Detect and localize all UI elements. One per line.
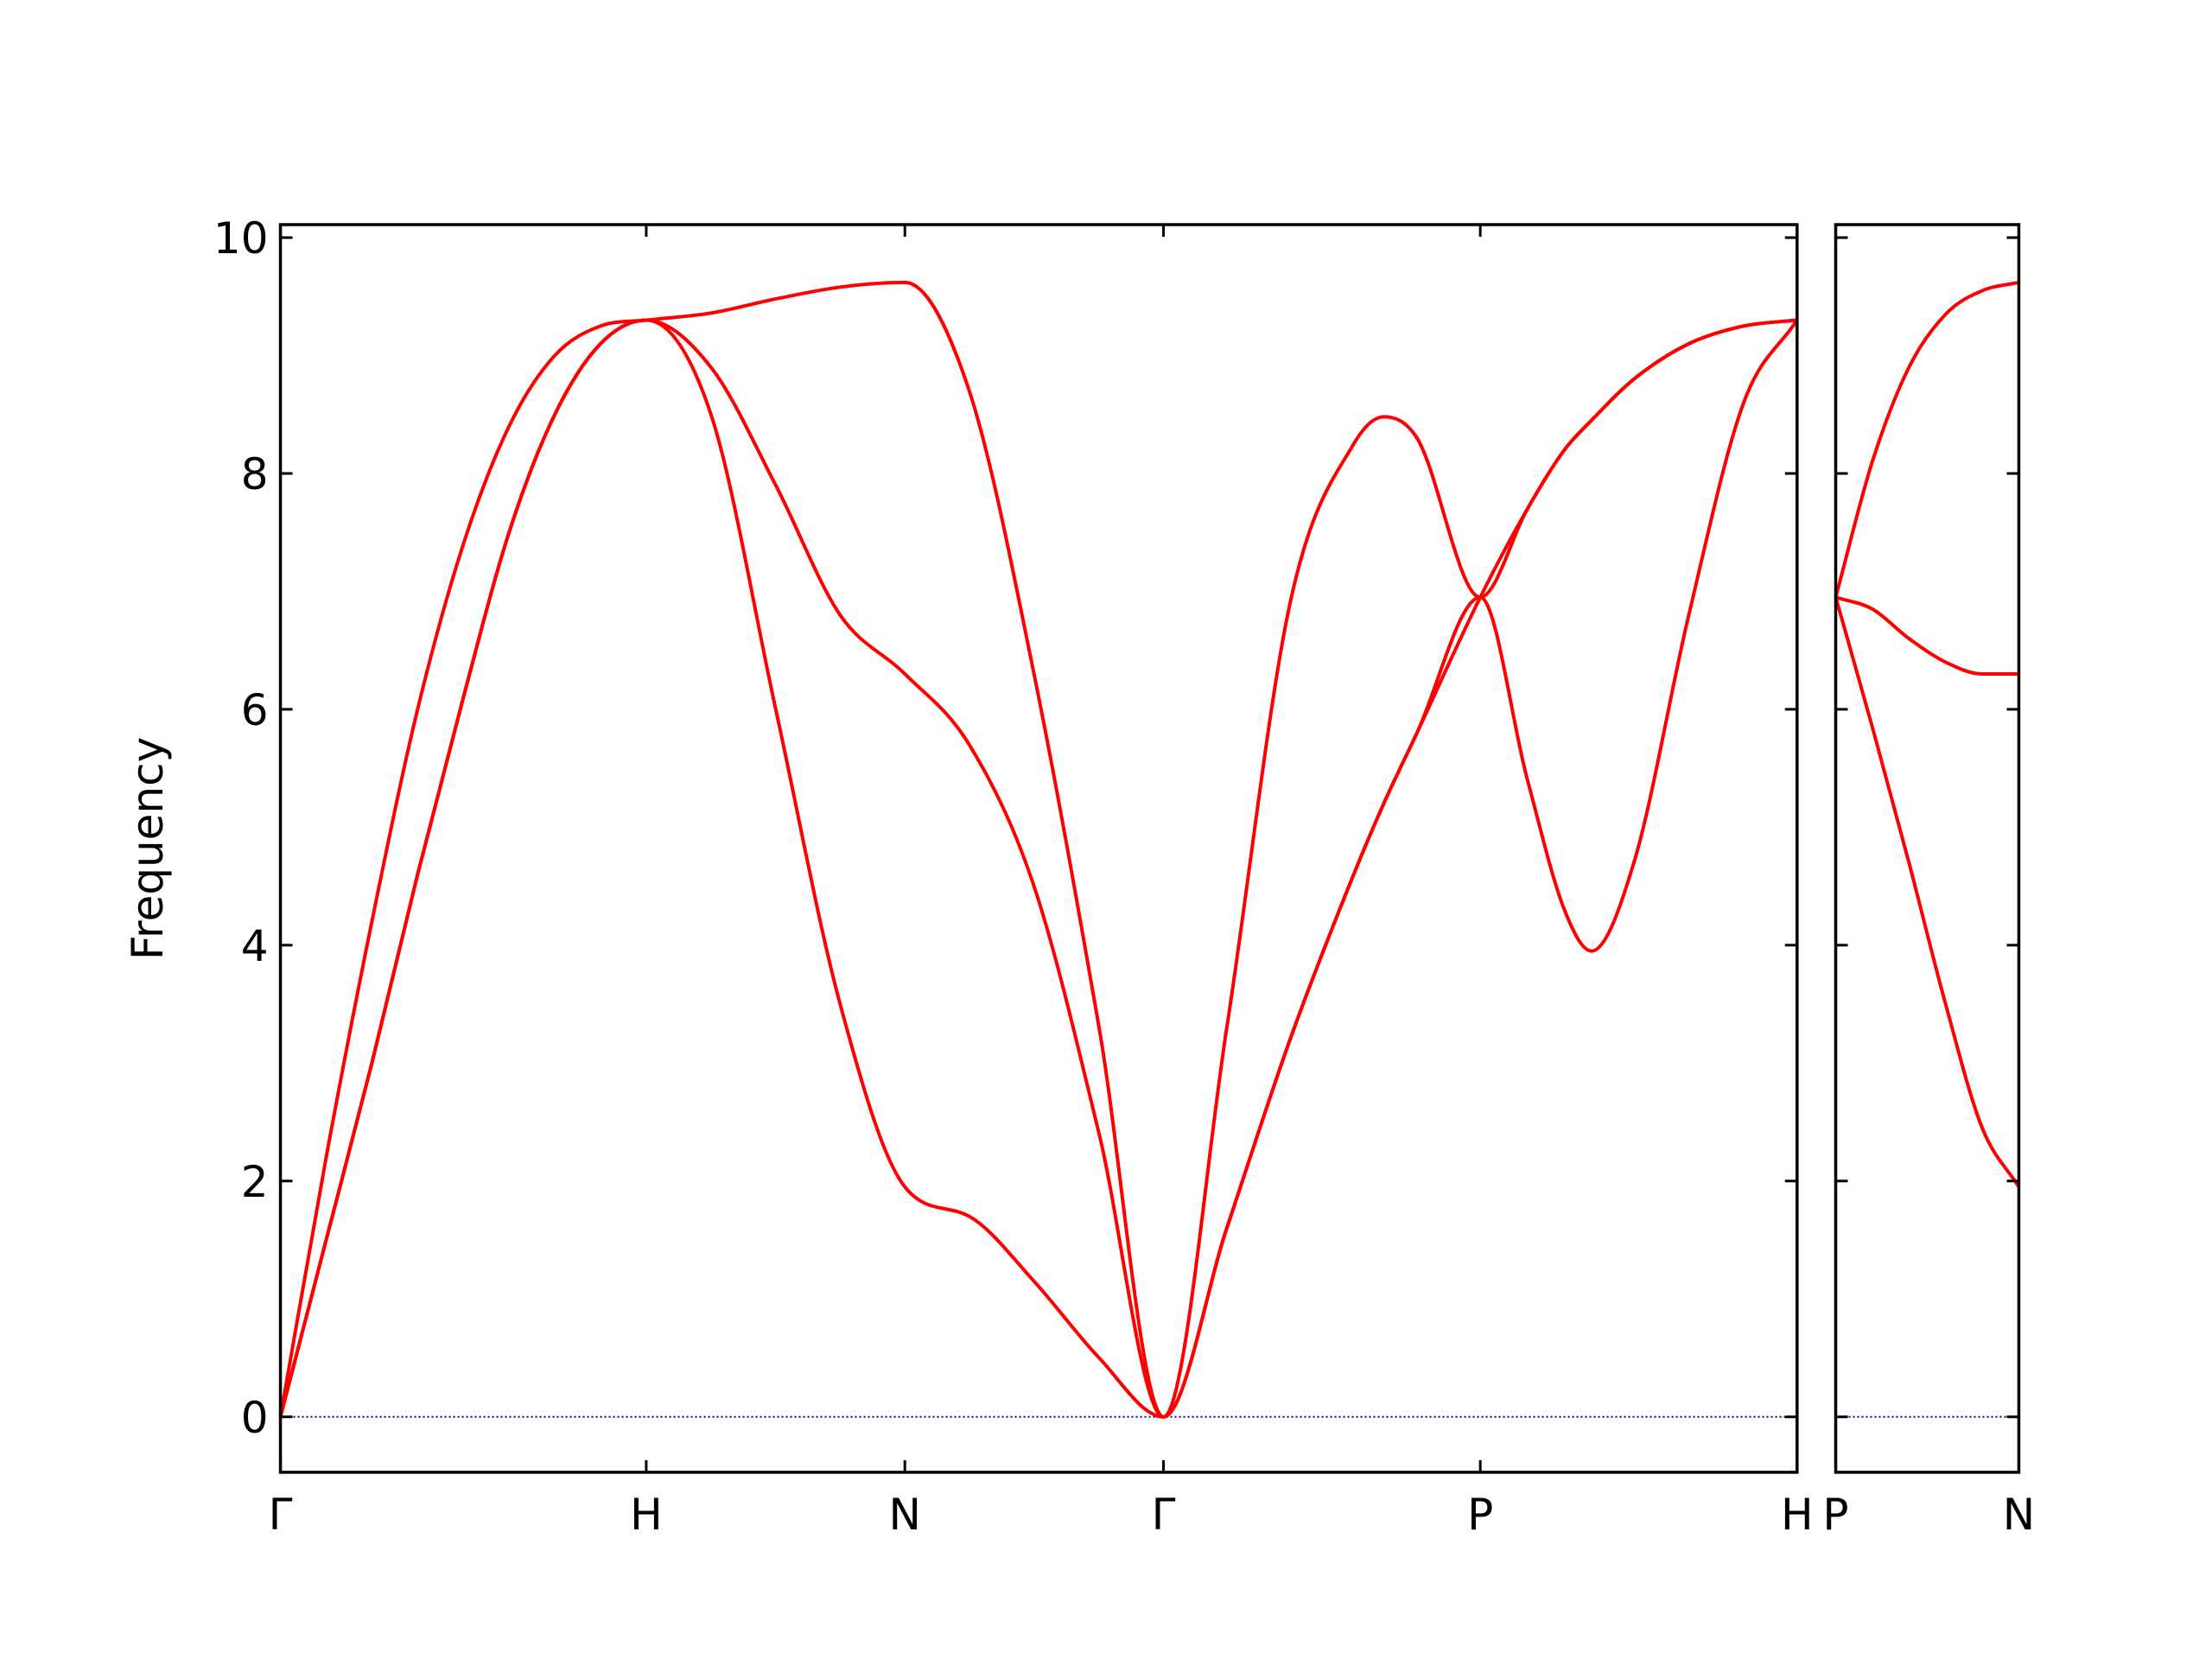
x-tick-label: N (889, 1490, 921, 1540)
x-tick-label: P (1822, 1490, 1848, 1540)
band-line (1834, 595, 2019, 676)
x-tick-label: Γ (1152, 1490, 1176, 1540)
band-line (1834, 596, 2021, 1188)
y-tick-label: 6 (241, 685, 269, 735)
x-tick-label: P (1467, 1490, 1493, 1540)
y-tick-label: 0 (241, 1393, 269, 1443)
y-tick-label: 4 (241, 921, 269, 971)
x-tick-label: H (630, 1490, 663, 1540)
x-tick-label: Γ (269, 1490, 293, 1540)
axes-frame (1834, 223, 2021, 1474)
x-tick-label: N (2003, 1490, 2035, 1540)
y-axis-label: Frequency (123, 737, 173, 960)
x-tick-label: H (1781, 1490, 1814, 1540)
band-line (1834, 280, 2019, 598)
y-tick-label: 2 (241, 1157, 269, 1207)
band-line (278, 318, 1798, 1419)
band-line (278, 280, 1798, 1419)
y-tick-label: 10 (213, 213, 269, 264)
axes-frame (278, 223, 1799, 1474)
y-tick-label: 8 (241, 449, 269, 499)
band-line (278, 318, 1799, 1419)
